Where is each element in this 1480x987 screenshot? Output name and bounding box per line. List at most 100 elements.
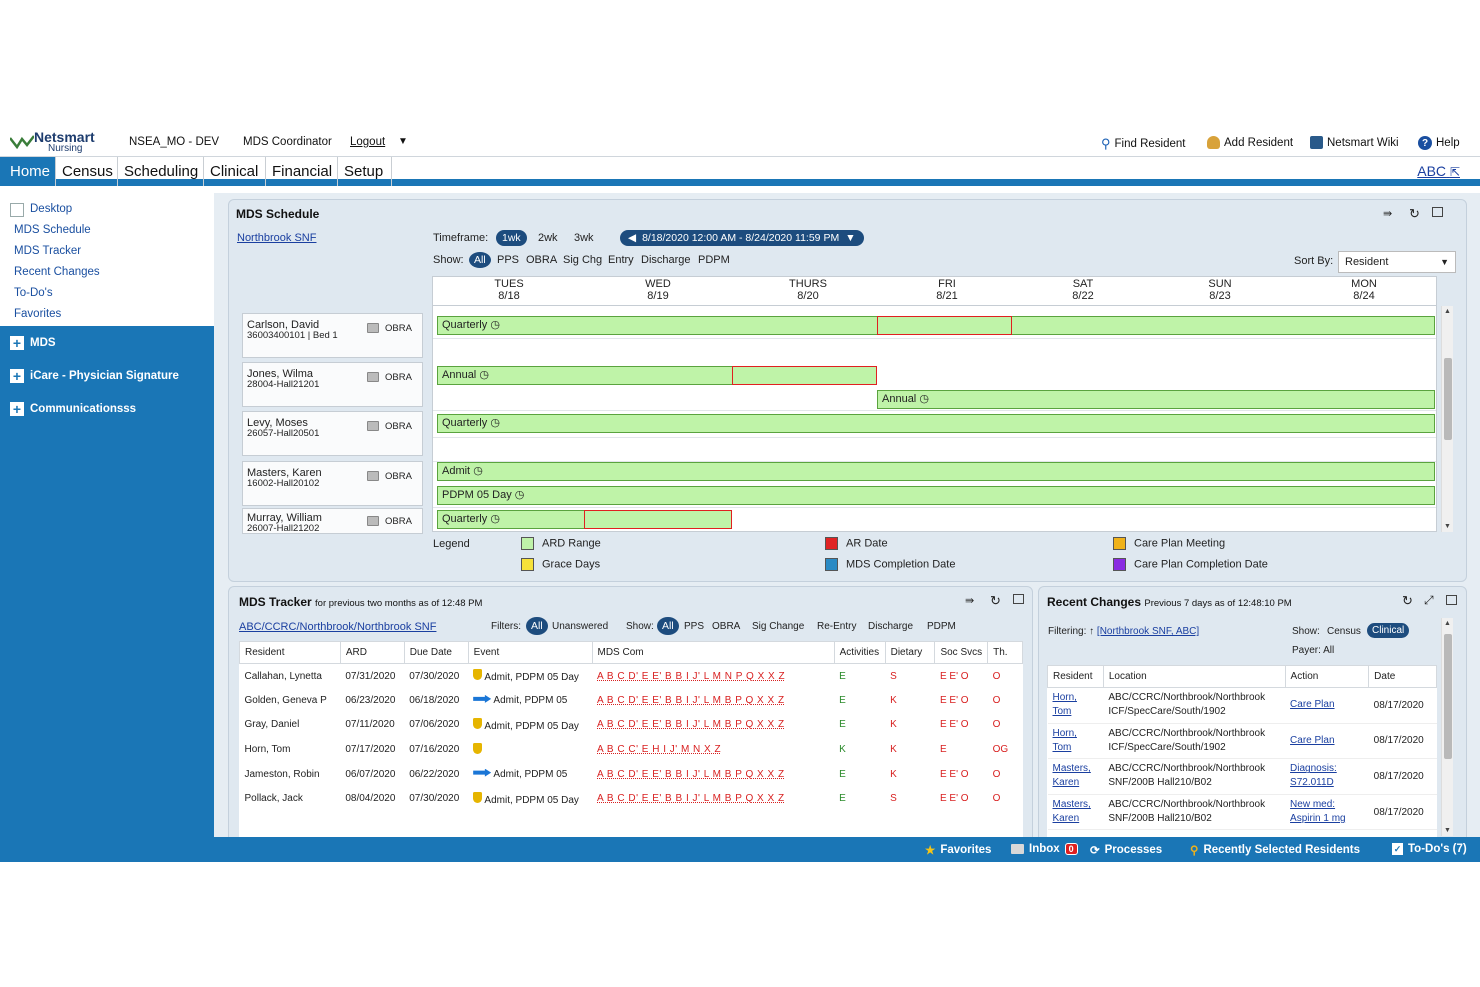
column-header[interactable]: Dietary <box>884 641 936 664</box>
cell-resident[interactable]: Gray, Daniel <box>239 712 341 738</box>
tab-scheduling[interactable]: Scheduling <box>118 157 204 186</box>
tab-financial[interactable]: Financial <box>266 157 338 186</box>
inbox-button[interactable]: Inbox 0 <box>1011 843 1078 855</box>
netsmart-logo[interactable]: Netsmart Nursing <box>10 130 95 154</box>
schedule-collapse-icon[interactable]: ⇛ <box>1383 208 1393 220</box>
scroll-up-icon[interactable]: ▲ <box>1444 620 1451 627</box>
cell-activities[interactable]: E <box>834 786 886 812</box>
tracker-show-sig-change[interactable]: Sig Change <box>752 621 805 632</box>
tracker-show-reentry[interactable]: Re-Entry <box>817 621 857 632</box>
table-row[interactable]: Golden, Geneva P 06/23/2020 06/18/2020 Adm… <box>239 688 1023 713</box>
cell-activities[interactable]: E <box>834 712 886 738</box>
schedule-resident-row[interactable]: Masters, Karen 16002-Hall20102 OBRA <box>242 461 423 506</box>
show-pps[interactable]: PPS <box>497 254 520 266</box>
show-entry[interactable]: Entry <box>608 254 634 266</box>
sidebar-item-recent-changes[interactable]: Recent Changes <box>14 266 100 278</box>
cell-mds-com[interactable]: A B C D' E E' B B I J' L M B P Q X X Z <box>592 688 835 713</box>
column-header[interactable]: Soc Svcs <box>934 641 989 664</box>
show-all[interactable]: All <box>469 252 491 268</box>
cell-dietary[interactable]: K <box>885 761 935 787</box>
table-row[interactable]: Horn, Tom 07/17/2020 07/16/2020 A B C C' E… <box>239 737 1023 762</box>
timeframe-2wk[interactable]: 2wk <box>538 232 558 244</box>
table-row[interactable]: Jameston, Robin 06/07/2020 06/22/2020 Admi… <box>239 761 1023 787</box>
column-header[interactable]: Action <box>1284 665 1370 688</box>
column-header[interactable]: ARD <box>339 641 405 664</box>
show-sig-chg[interactable]: Sig Chg <box>563 254 603 266</box>
table-row[interactable]: Horn, Tom ABC/CCRC/Northbrook/Northbrook IC… <box>1047 687 1437 724</box>
cell-therapy[interactable]: O <box>987 786 1023 812</box>
schedule-resident-row[interactable]: Levy, Moses 26057-Hall20501 OBRA <box>242 411 423 456</box>
recent-scrollbar[interactable]: ▲ ▼ <box>1441 618 1453 836</box>
prev-arrow-icon[interactable]: ◀ <box>628 232 637 244</box>
add-resident-button[interactable]: Add Resident <box>1207 136 1293 149</box>
cell-mds-com[interactable]: A B C C' E H I J' M N X Z <box>592 737 835 762</box>
timeframe-3wk[interactable]: 3wk <box>574 232 594 244</box>
logout-link[interactable]: Logout <box>350 136 386 148</box>
cell-resident[interactable]: Jameston, Robin <box>239 761 341 787</box>
cell-resident[interactable]: Pollack, Jack <box>239 786 341 812</box>
maximize-icon[interactable] <box>1013 594 1024 604</box>
cell-mds-com[interactable]: A B C D' E E' B B I J' L M B P Q X X Z <box>592 761 835 787</box>
table-row[interactable]: Horn, Tom ABC/CCRC/Northbrook/Northbrook IC… <box>1047 723 1437 760</box>
date-range-selector[interactable]: ◀ 8/18/2020 12:00 AM - 8/24/2020 11:59 P… <box>620 230 864 246</box>
resident-link[interactable]: Tom <box>1052 741 1072 753</box>
cell-therapy[interactable]: O <box>987 688 1023 713</box>
tab-home[interactable]: Home <box>0 157 56 186</box>
resident-link[interactable]: Masters, <box>1052 799 1091 811</box>
cell-resident[interactable]: Golden, Geneva P <box>239 688 341 713</box>
sidebar-item-mds-schedule[interactable]: MDS Schedule <box>14 224 91 236</box>
resident-link[interactable]: Karen <box>1052 777 1080 789</box>
tab-setup[interactable]: Setup <box>338 157 392 186</box>
cell-therapy[interactable]: OG <box>987 737 1023 762</box>
scroll-thumb[interactable] <box>1444 634 1452 759</box>
refresh-icon[interactable]: ↻ <box>1402 593 1413 608</box>
resident-link[interactable]: Masters, <box>1052 763 1091 775</box>
cell-activities[interactable]: E <box>834 761 886 787</box>
assessment-bar[interactable]: PDPM 05 Day ◷ <box>437 486 1435 505</box>
cell-mds-com[interactable]: A B C D' E E' B B I J' L M B P Q X X Z <box>592 712 835 738</box>
column-header[interactable]: Event <box>467 641 593 664</box>
table-row[interactable]: Masters, Karen ABC/CCRC/Northbrook/Northbr… <box>1047 758 1437 795</box>
scroll-up-icon[interactable]: ▲ <box>1444 308 1451 315</box>
timeframe-1wk[interactable]: 1wk <box>496 230 527 246</box>
sidebar-item-mds-tracker[interactable]: MDS Tracker <box>14 245 82 257</box>
dropdown-arrow-icon[interactable]: ▼ <box>845 232 856 244</box>
tracker-collapse-icon[interactable]: ⇛ <box>965 595 975 607</box>
cell-dietary[interactable]: K <box>885 712 935 738</box>
recent-show-census[interactable]: Census <box>1327 626 1361 637</box>
processes-button[interactable]: ⟳ Processes <box>1090 843 1162 857</box>
schedule-resident-row[interactable]: Jones, Wilma 28004-Hall21201 OBRA <box>242 362 423 407</box>
column-header[interactable]: MDS Com <box>591 641 835 664</box>
cell-soc-svcs[interactable]: E <box>934 737 988 762</box>
cell-dietary[interactable]: K <box>885 688 935 713</box>
cell-soc-svcs[interactable]: E E' O <box>934 688 988 713</box>
show-obra[interactable]: OBRA <box>526 254 558 266</box>
action-link[interactable]: Aspirin 1 mg <box>1290 813 1346 825</box>
cell-resident[interactable]: Masters, Karen <box>1047 794 1104 831</box>
maximize-icon[interactable] <box>1432 207 1443 217</box>
column-header[interactable]: Due Date <box>403 641 469 664</box>
table-row[interactable]: Pollack, Jack 08/04/2020 07/30/2020 Admit,… <box>239 786 1023 812</box>
action-link[interactable]: Care Plan <box>1290 699 1335 711</box>
tracker-path-link[interactable]: ABC/CCRC/Northbrook/Northbrook SNF <box>239 621 437 633</box>
tracker-show-pdpm[interactable]: PDPM <box>927 621 956 632</box>
column-header[interactable]: Date <box>1368 665 1437 688</box>
tracker-show-obra[interactable]: OBRA <box>712 621 741 632</box>
show-discharge[interactable]: Discharge <box>641 254 691 266</box>
abc-link[interactable]: ABC ⇱ <box>1417 163 1460 179</box>
cell-soc-svcs[interactable]: E E' O <box>934 786 988 812</box>
resident-link[interactable]: Horn, <box>1052 727 1077 739</box>
tracker-show-pps[interactable]: PPS <box>684 621 705 632</box>
cell-action[interactable]: Diagnosis: S72.011D <box>1285 758 1369 795</box>
refresh-icon[interactable]: ↻ <box>990 593 1001 608</box>
cell-activities[interactable]: E <box>834 663 886 689</box>
action-link[interactable]: Diagnosis: <box>1290 763 1337 775</box>
sidebar-item-desktop[interactable]: Desktop <box>0 199 214 220</box>
sidebar-section-icare[interactable]: + iCare - Physician Signature <box>0 359 214 392</box>
cell-therapy[interactable]: O <box>987 712 1023 738</box>
cell-resident[interactable]: Horn, Tom <box>239 737 341 762</box>
scroll-down-icon[interactable]: ▼ <box>1444 523 1451 530</box>
tab-census[interactable]: Census <box>56 157 118 186</box>
cell-action[interactable]: New med: Aspirin 1 mg <box>1285 794 1369 831</box>
column-header[interactable]: Activities <box>833 641 886 664</box>
